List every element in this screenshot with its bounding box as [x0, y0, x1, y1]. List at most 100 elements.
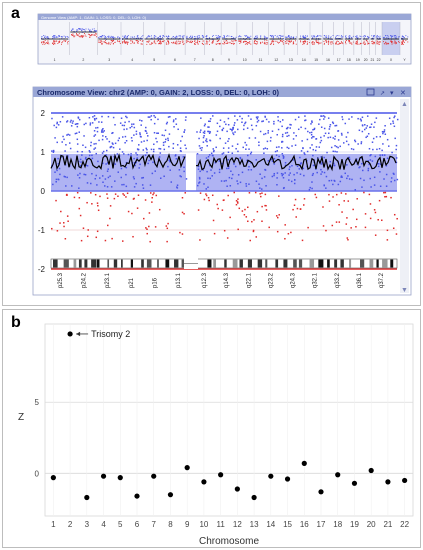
- band-label: q23.2: [268, 272, 274, 288]
- genome-chromosome-10[interactable]: [237, 35, 252, 45]
- panel-a-letter: a: [11, 5, 20, 22]
- trisomy-annotation: Trisomy 2: [91, 329, 130, 339]
- x-tick-label: 21: [383, 520, 392, 529]
- close-icon[interactable]: ✕: [400, 90, 406, 97]
- y-tick-label: -1: [38, 226, 46, 235]
- band-label: p16: [152, 277, 158, 288]
- data-point-chr-2: [67, 331, 73, 337]
- data-point-chr-15: [284, 476, 291, 482]
- genome-chromosome-X[interactable]: [382, 22, 400, 55]
- data-point-chr-12: [234, 486, 240, 492]
- y-tick-label: 2: [41, 109, 46, 118]
- x-tick-label: 8: [168, 520, 173, 529]
- genome-chromosome-2[interactable]: [70, 28, 98, 38]
- data-point-chr-10: [201, 479, 207, 485]
- band-label: p25.3: [58, 272, 64, 288]
- menu-icon[interactable]: [366, 88, 375, 96]
- genome-chromosome-12[interactable]: [269, 35, 284, 45]
- band-label: q24.3: [291, 272, 297, 288]
- genome-chromosome-20[interactable]: [362, 35, 370, 45]
- genome-view-header: [38, 14, 411, 20]
- genome-label: 10: [243, 58, 247, 62]
- y-tick-label: 0: [35, 469, 40, 478]
- genome-chromosome-22[interactable]: [376, 35, 381, 45]
- genome-chromosome-18[interactable]: [344, 35, 354, 45]
- genome-view-title: Genome View (AMP: 1, GAIN: 1, LOSS: 0, D…: [41, 15, 147, 20]
- genome-chromosome-15[interactable]: [311, 35, 322, 45]
- genome-chromosome-16[interactable]: [323, 35, 334, 45]
- genome-label: 19: [356, 58, 360, 62]
- band-label: q37.2: [379, 272, 385, 288]
- data-point-chr-1: [50, 475, 56, 481]
- genome-label: 18: [347, 58, 351, 62]
- genome-chromosome-5[interactable]: [144, 35, 165, 45]
- genome-chromosome-9[interactable]: [222, 35, 237, 45]
- genome-label: 9: [228, 58, 230, 62]
- data-point-chr-16: [301, 460, 307, 466]
- plot-area: [44, 323, 414, 517]
- band-label: q36.1: [357, 272, 363, 288]
- segment-line-p-arm: [50, 152, 186, 171]
- scroll-down-icon[interactable]: ▼: [401, 287, 408, 294]
- genome-chromosome-17[interactable]: [334, 35, 344, 45]
- x-tick-label: 5: [118, 520, 123, 529]
- x-tick-label: 1: [51, 520, 56, 529]
- x-tick-label: 20: [367, 520, 376, 529]
- y-tick-label: 5: [35, 398, 40, 407]
- genome-label: 8: [212, 58, 214, 62]
- y-tick-label: 0: [41, 187, 46, 196]
- y-axis-label: Z: [18, 412, 24, 423]
- band-label: p24.2: [82, 272, 88, 288]
- x-tick-label: 12: [233, 520, 242, 529]
- x-tick-label: 3: [85, 520, 90, 529]
- data-point-chr-17: [318, 489, 324, 495]
- vertical-scrollbar[interactable]: [400, 99, 409, 293]
- chromosome-ideogram[interactable]: [50, 258, 398, 269]
- genome-label: 21: [370, 58, 374, 62]
- genome-chromosome-1[interactable]: [41, 35, 69, 45]
- genome-label: 16: [326, 58, 330, 62]
- genome-chromosome-Y[interactable]: [401, 35, 409, 45]
- genome-label: 13: [289, 58, 293, 62]
- band-label: p21: [129, 277, 135, 288]
- z-score-chart: 05 1 2 3 4 5 6 7 8 9 10 11 12 13 14 15 16 17 18 19 20 21 22 T…: [18, 323, 414, 547]
- x-tick-label: 18: [333, 520, 342, 529]
- genome-chromosome-11[interactable]: [253, 35, 269, 45]
- genome-label: 5: [153, 58, 155, 62]
- genome-chromosome-4[interactable]: [122, 35, 144, 45]
- genome-chromosome-3[interactable]: [98, 35, 121, 45]
- x-tick-label: 17: [317, 520, 326, 529]
- chromosome-view-header: [33, 87, 411, 97]
- genome-label: 20: [364, 58, 368, 62]
- x-tick-label: 19: [350, 520, 359, 529]
- window-controls: ↗ ▾ ✕: [366, 88, 406, 97]
- genome-chromosome-21[interactable]: [370, 35, 375, 45]
- chromosome-view-title: Chromosome View: chr2 (AMP: 0, GAIN: 2, …: [37, 88, 279, 97]
- genome-chromosome-14[interactable]: [298, 35, 310, 45]
- expand-icon[interactable]: ↗: [380, 91, 385, 97]
- data-point-chr-4: [100, 473, 107, 479]
- x-tick-label: 15: [283, 520, 292, 529]
- x-tick-label: 6: [135, 520, 140, 529]
- genome-chromosome-6[interactable]: [165, 35, 185, 45]
- band-label: q33.2: [335, 272, 341, 288]
- y-tick-label: 1: [41, 148, 46, 157]
- genome-chromosome-19[interactable]: [354, 35, 362, 45]
- panel-a: a Genome View (AMP: 1, GAIN: 1, LOSS: 0,…: [2, 2, 421, 306]
- minimize-icon[interactable]: ▾: [390, 90, 394, 97]
- genome-label: 3: [108, 58, 110, 62]
- genome-label: 11: [259, 58, 263, 62]
- scroll-up-icon[interactable]: ▲: [401, 101, 408, 108]
- genome-chromosome-13[interactable]: [285, 35, 297, 45]
- genome-label: 1: [54, 58, 56, 62]
- x-tick-label: 13: [250, 520, 259, 529]
- genome-chromosome-8[interactable]: [205, 35, 221, 45]
- x-tick-label: 10: [199, 520, 208, 529]
- copy-number-viewer: Genome View (AMP: 1, GAIN: 1, LOSS: 0, D…: [32, 13, 412, 296]
- genome-chromosome-7[interactable]: [186, 35, 204, 45]
- band-label: p23.1: [105, 272, 111, 288]
- data-point-chr-13: [251, 494, 257, 501]
- data-point-chr-7: [151, 473, 157, 479]
- band-label: q14.3: [224, 272, 230, 288]
